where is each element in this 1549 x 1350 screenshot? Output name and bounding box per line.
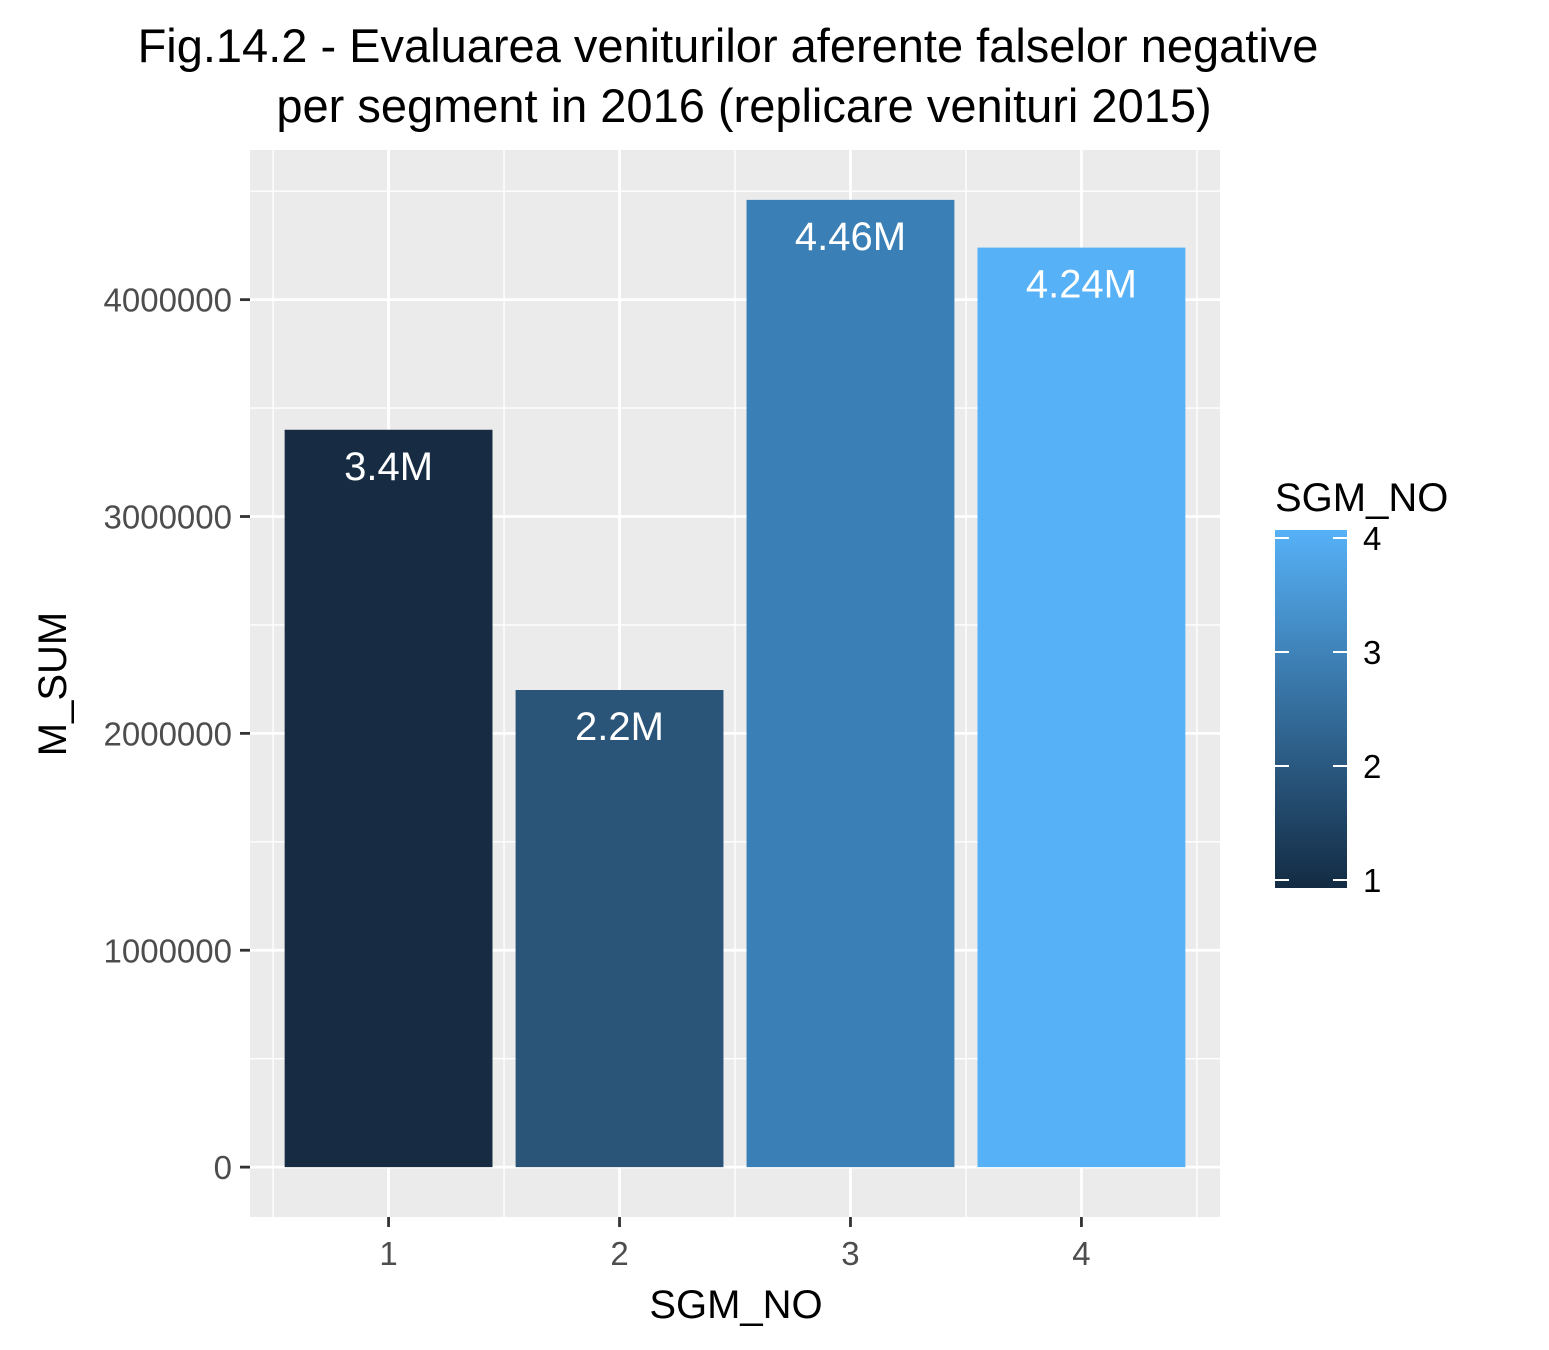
legend-ticks: 1 2 3 4 xyxy=(1275,520,1381,899)
bar-label-sgm-2: 2.2M xyxy=(575,705,664,749)
y-tick-label: 2000000 xyxy=(104,715,232,752)
legend-tick-label: 2 xyxy=(1363,748,1381,785)
bar-sgm-1 xyxy=(284,429,493,1168)
chart-title-line-2: per segment in 2016 (replicare venituri … xyxy=(276,79,1211,132)
x-axis-title: SGM_NO xyxy=(649,1283,822,1327)
x-axis: 1 2 3 4 xyxy=(379,1217,1091,1272)
bar-sgm-4 xyxy=(977,247,1186,1168)
bar-labels: 3.4M 2.2M 4.46M 4.24M xyxy=(344,215,1137,749)
bar-label-sgm-3: 4.46M xyxy=(795,215,906,259)
legend-tick-label: 1 xyxy=(1363,862,1381,899)
bar-sgm-2 xyxy=(515,690,724,1168)
y-axis-title: M_SUM xyxy=(31,612,75,756)
y-axis: 0 1000000 2000000 3000000 4000000 xyxy=(104,282,250,1186)
x-tick-label: 3 xyxy=(841,1235,859,1272)
legend-tick-label: 3 xyxy=(1363,634,1381,671)
chart-title-line-1: Fig.14.2 - Evaluarea veniturilor aferent… xyxy=(138,19,1319,72)
x-tick-label: 1 xyxy=(379,1235,397,1272)
color-legend: SGM_NO 1 2 3 4 xyxy=(1275,476,1448,899)
legend-colorbar xyxy=(1275,530,1347,888)
y-tick-label: 1000000 xyxy=(104,932,232,969)
y-tick-label: 4000000 xyxy=(104,282,232,319)
y-tick-label: 0 xyxy=(214,1149,232,1186)
bar-label-sgm-4: 4.24M xyxy=(1026,263,1137,307)
bars xyxy=(284,199,1186,1168)
bar-sgm-3 xyxy=(746,199,955,1168)
y-tick-label: 3000000 xyxy=(104,499,232,536)
bar-label-sgm-1: 3.4M xyxy=(344,445,433,489)
legend-tick-label: 4 xyxy=(1363,520,1381,557)
x-tick-label: 2 xyxy=(610,1235,628,1272)
x-tick-label: 4 xyxy=(1072,1235,1090,1272)
legend-title: SGM_NO xyxy=(1275,476,1448,520)
